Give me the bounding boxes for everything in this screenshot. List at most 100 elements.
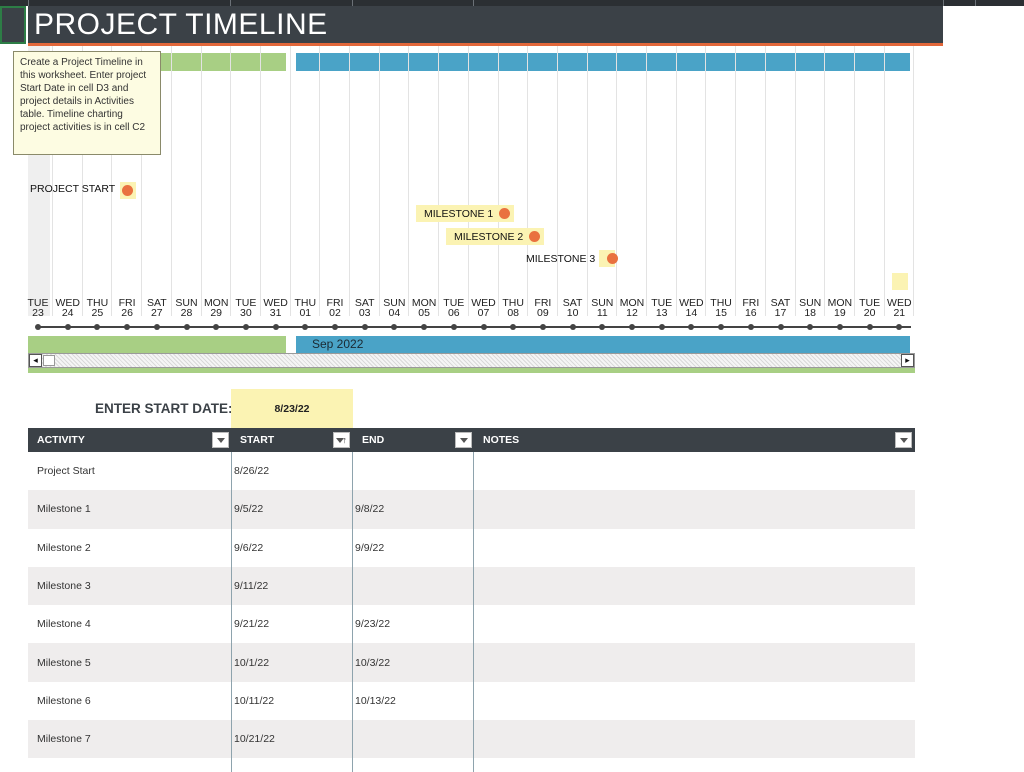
scroll-left-button[interactable]: ◂ — [29, 354, 42, 367]
timeline-chart[interactable]: TUE 23 WED 24 THU 25 FRI 26 SAT 27 SUN 28 MON 29 TUE 30… — [28, 46, 915, 376]
sort-ascending-start-icon[interactable]: ↑ — [333, 432, 350, 448]
milestone-dot-icon — [529, 231, 541, 242]
day-gridline — [141, 46, 143, 316]
cell-end[interactable] — [353, 452, 474, 490]
start-date-input[interactable]: 8/23/22 — [231, 389, 353, 428]
cell-start[interactable]: 10/1/22 — [231, 643, 353, 681]
timeline-scrollbar[interactable]: ◂ ▸ — [28, 353, 915, 368]
day-label: WED 14 — [676, 297, 706, 319]
filter-dropdown-notes-icon[interactable] — [895, 432, 912, 448]
cell-start[interactable]: 10/11/22 — [231, 682, 353, 720]
table-row[interactable]: Milestone 5 10/1/22 10/3/22 — [28, 643, 915, 682]
column-header-start[interactable]: START — [231, 428, 353, 452]
cell-end-value: 9/9/22 — [355, 541, 385, 554]
cell-end[interactable] — [353, 567, 474, 605]
cell-end[interactable]: 9/23/22 — [353, 605, 474, 643]
table-row[interactable]: Milestone 7 10/21/22 — [28, 720, 915, 759]
day-label: THU 25 — [82, 298, 112, 319]
cell-start[interactable]: 9/11/22 — [231, 567, 353, 605]
day-of-week: TUE — [651, 297, 673, 309]
day-label: WED 21 — [884, 298, 914, 319]
day-number: 16 — [744, 307, 757, 319]
axis-dot — [242, 324, 249, 330]
day-label: WED 07 — [469, 298, 499, 319]
selected-cell[interactable] — [0, 6, 26, 44]
table-row[interactable]: Milestone 2 9/6/22 9/9/22 — [28, 529, 915, 567]
axis-dot — [124, 324, 131, 330]
day-number: 10 — [566, 307, 579, 319]
day-gridline — [764, 46, 766, 316]
column-divider — [975, 0, 976, 6]
column-header-activity[interactable]: ACTIVITY — [28, 428, 231, 452]
day-of-week: WED — [679, 297, 704, 309]
cell-activity[interactable]: Milestone 2 — [28, 529, 231, 567]
cell-start[interactable]: 10/21/22 — [231, 720, 353, 758]
milestone-2-marker[interactable]: MILESTONE 2 — [446, 228, 545, 245]
column-header-notes[interactable]: NOTES — [474, 428, 915, 452]
day-label: FRI 26 — [112, 298, 142, 319]
scroll-thumb[interactable] — [43, 355, 55, 366]
cell-activity[interactable]: Milestone 5 — [28, 643, 231, 681]
milestone-4-marker[interactable] — [892, 273, 908, 290]
cell-start-value: 10/21/22 — [234, 733, 275, 746]
day-number: 08 — [507, 307, 520, 319]
cell-notes[interactable] — [474, 643, 915, 681]
cell-end[interactable] — [353, 720, 474, 758]
cell-start[interactable]: 9/6/22 — [231, 529, 353, 567]
milestone-1-marker[interactable]: MILESTONE 1 — [416, 205, 515, 222]
cell-end[interactable]: 9/9/22 — [353, 529, 474, 567]
cell-notes[interactable] — [474, 720, 915, 758]
day-number: 01 — [299, 307, 312, 319]
milestone-3-marker[interactable]: MILESTONE 3 — [526, 250, 619, 267]
start-date-label: ENTER START DATE: — [95, 401, 233, 416]
cell-end-value: 10/3/22 — [355, 656, 391, 669]
cell-activity[interactable]: Milestone 7 — [28, 720, 231, 758]
table-row[interactable]: Milestone 4 9/21/22 9/23/22 — [28, 605, 915, 643]
milestone-dot-icon — [599, 250, 619, 267]
day-label: TUE 30 — [231, 298, 261, 319]
cell-notes[interactable] — [474, 567, 915, 605]
cell-activity[interactable]: Project Start — [28, 452, 231, 490]
day-label: TUE 20 — [855, 298, 885, 319]
project-start-marker[interactable]: PROJECT START — [30, 180, 115, 197]
table-row[interactable]: Milestone 6 10/11/22 10/13/22 — [28, 682, 915, 720]
cell-activity[interactable]: Milestone 3 — [28, 567, 231, 605]
scrollbar-underline — [28, 368, 915, 373]
cell-activity[interactable]: Milestone 4 — [28, 605, 231, 643]
cell-notes[interactable] — [474, 529, 915, 567]
cell-notes[interactable] — [474, 682, 915, 720]
day-label: FRI 02 — [320, 297, 350, 319]
cell-activity-value: Milestone 6 — [37, 694, 91, 707]
day-label: SAT 10 — [558, 298, 588, 319]
cell-start[interactable]: 9/21/22 — [231, 605, 353, 643]
cell-activity[interactable]: Milestone 6 — [28, 682, 231, 720]
table-row[interactable]: Project Start 8/26/22 — [28, 452, 915, 490]
cell-activity[interactable]: Milestone 1 — [28, 490, 231, 528]
day-of-week: FRI — [326, 297, 344, 309]
day-number: 26 — [121, 307, 133, 319]
table-row[interactable]: Milestone 1 9/5/22 9/8/22 — [28, 490, 915, 529]
cell-notes[interactable] — [474, 490, 915, 528]
day-number: 27 — [150, 307, 163, 319]
table-row[interactable]: Milestone 3 9/11/22 — [28, 566, 915, 606]
day-gridline — [853, 46, 855, 316]
scroll-right-button[interactable]: ▸ — [901, 354, 914, 367]
day-gridline — [319, 46, 321, 316]
column-header-end[interactable]: END — [353, 428, 474, 452]
cell-end[interactable]: 10/13/22 — [353, 682, 474, 720]
cell-end[interactable]: 9/8/22 — [353, 490, 474, 528]
cell-activity-value: Milestone 2 — [37, 541, 91, 554]
cell-notes[interactable] — [474, 452, 915, 490]
cell-start[interactable]: 8/26/22 — [231, 452, 353, 490]
title-bar[interactable]: PROJECT TIMELINE — [28, 6, 943, 43]
cell-end-value: 9/8/22 — [355, 503, 385, 516]
cell-notes[interactable] — [474, 605, 915, 643]
day-gridline — [289, 46, 291, 316]
cell-end[interactable]: 10/3/22 — [353, 643, 474, 681]
day-label: MON 05 — [409, 298, 439, 319]
filter-dropdown-activity-icon[interactable] — [212, 432, 229, 448]
day-number: 04 — [388, 307, 401, 319]
cell-start[interactable]: 9/5/22 — [231, 490, 353, 528]
day-of-week: THU — [502, 297, 524, 309]
filter-dropdown-end-icon[interactable] — [455, 432, 472, 448]
